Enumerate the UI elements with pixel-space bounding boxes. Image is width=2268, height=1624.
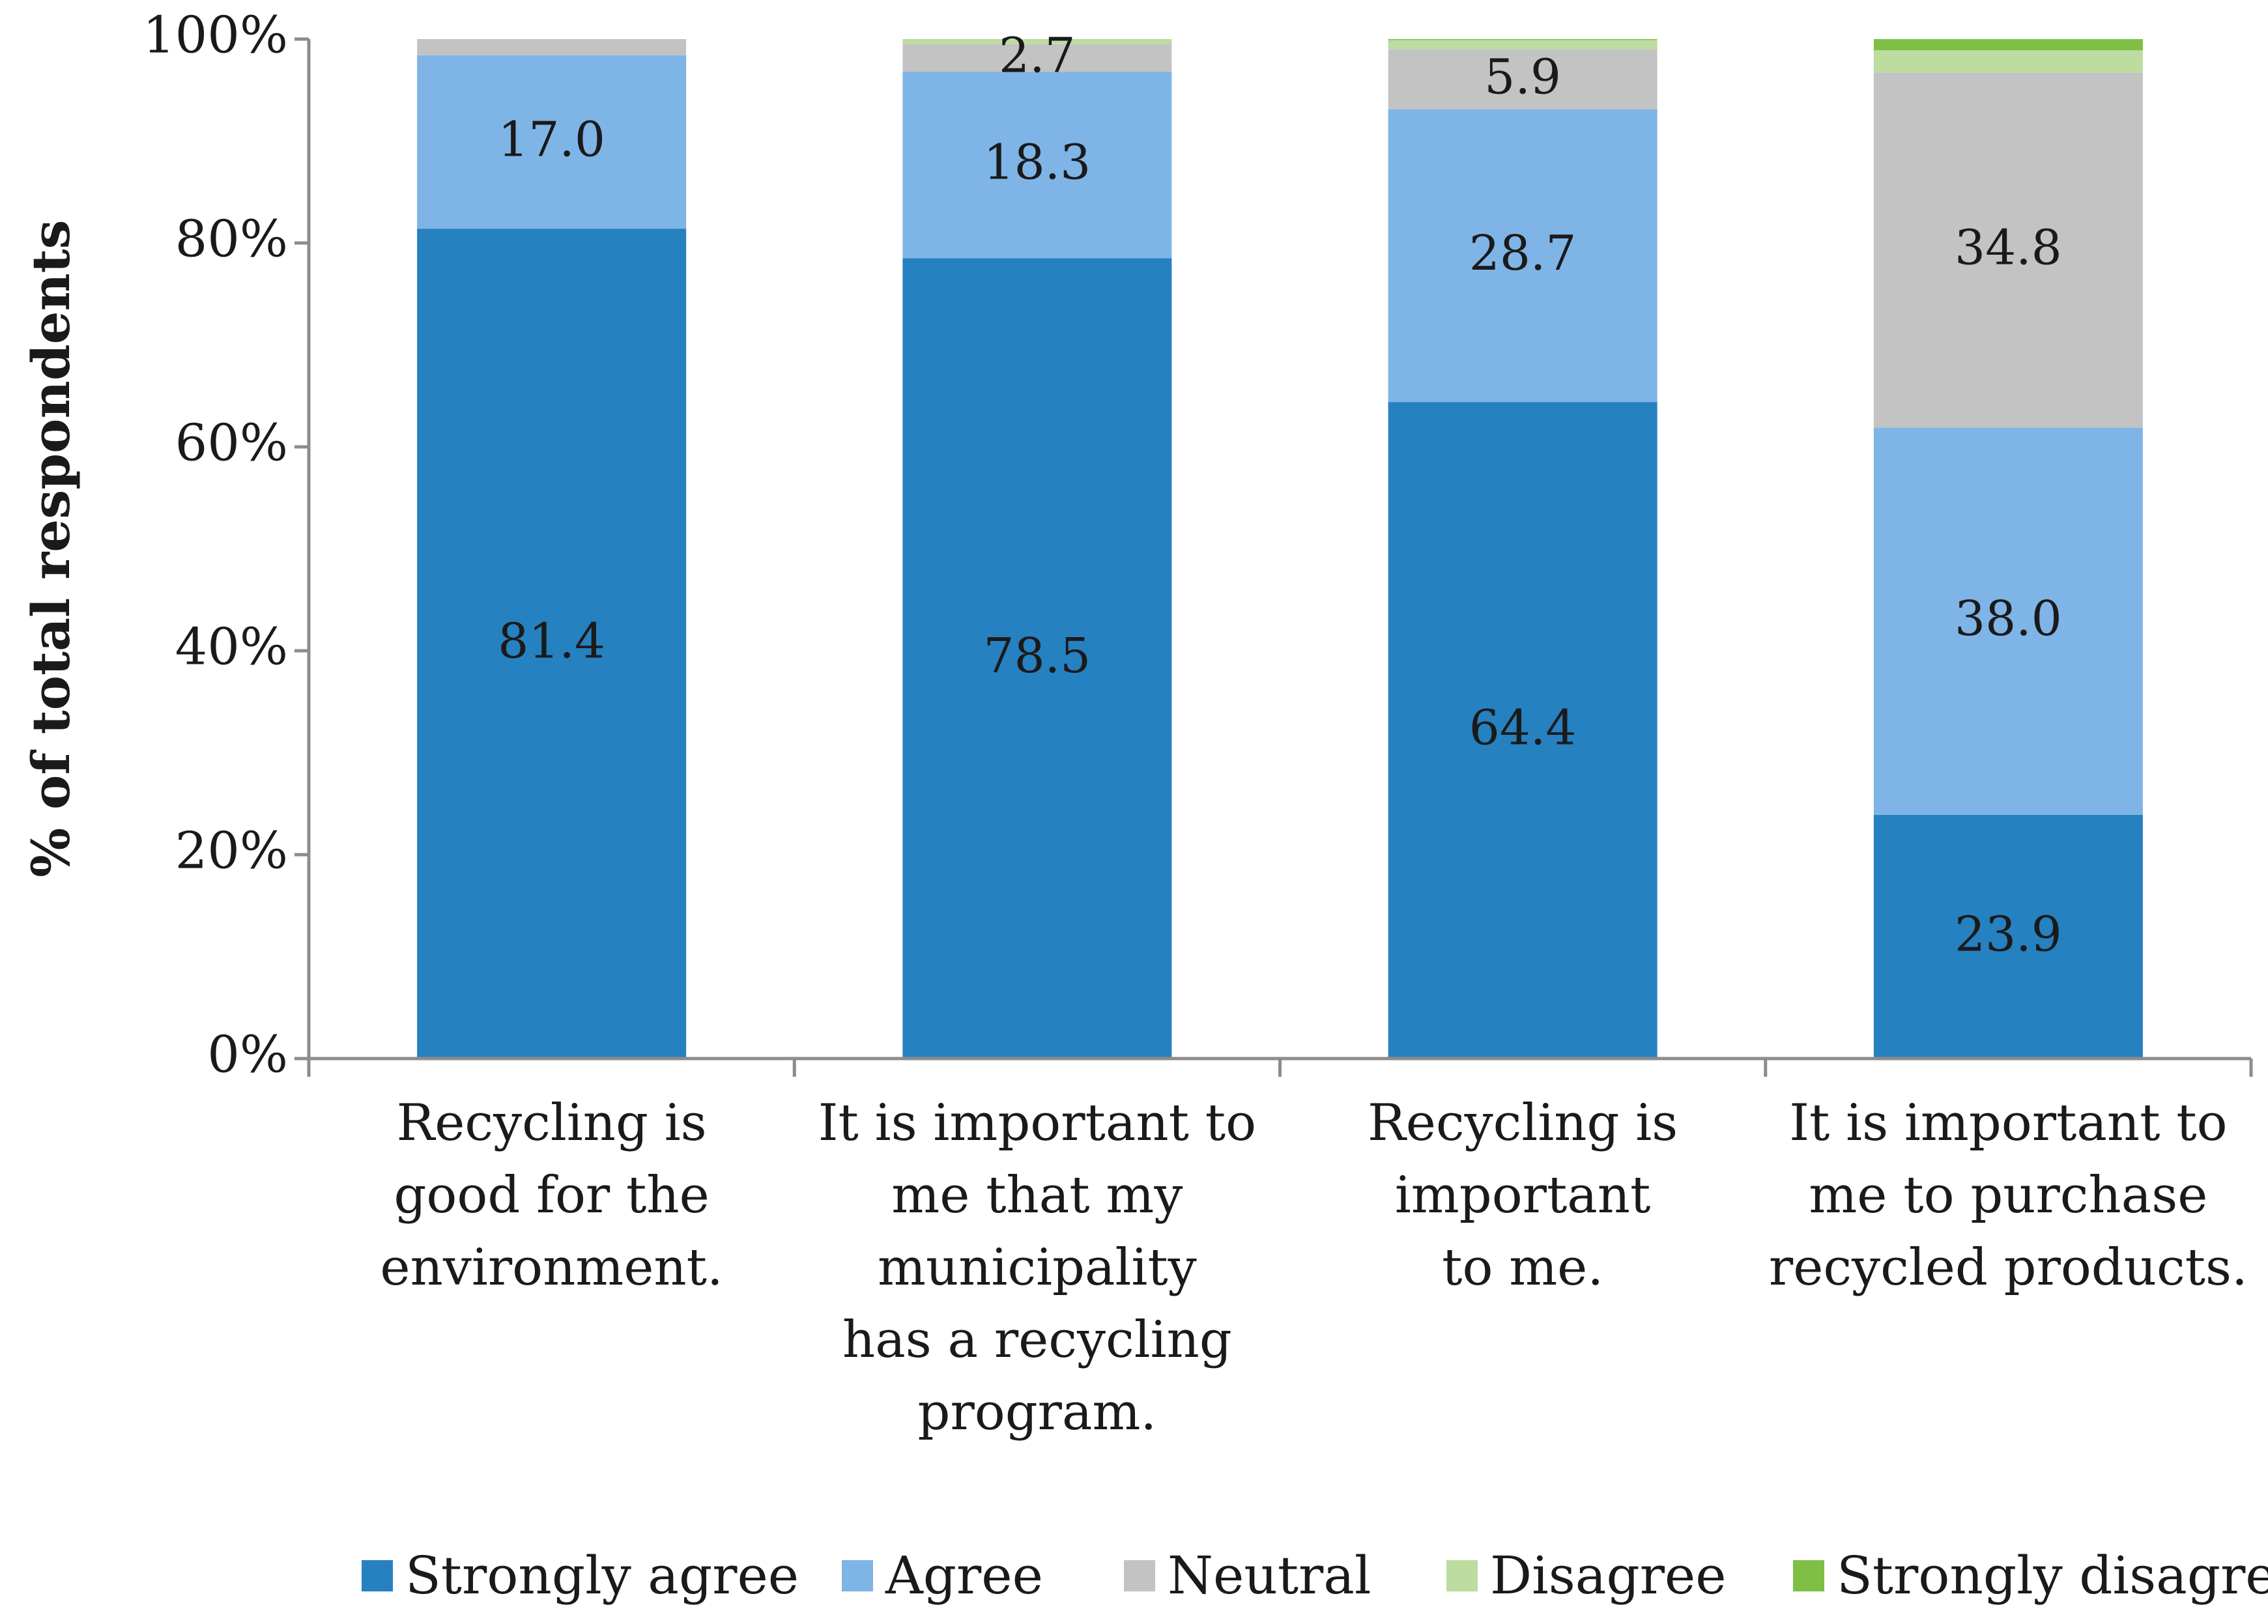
category-label-4-line-1: It is important to	[1789, 1094, 2227, 1152]
category-label-4-line-3: recycled products.	[1769, 1238, 2248, 1297]
category-label-1-line-1: Recycling is	[397, 1094, 707, 1152]
bar-strongly-disagree-3	[1388, 39, 1658, 40]
bar-strongly-agree-2	[902, 258, 1172, 1059]
y-tick-label-4: 80%	[175, 210, 288, 269]
category-label-2-line-1: It is important to	[818, 1094, 1256, 1152]
category-label-2: It is important to me that my municipality…	[818, 1094, 1256, 1442]
data-label-agree-1: 17.0	[498, 112, 605, 168]
y-tick-label-1: 20%	[175, 822, 288, 881]
bar-neutral-3	[1388, 49, 1658, 109]
y-tick-label-3: 60%	[175, 414, 288, 473]
data-label-strongly-agree-1: 81.4	[498, 613, 605, 669]
bar-disagree-4	[1873, 50, 2143, 73]
bar-agree-3	[1388, 109, 1658, 403]
bar-disagree-2	[902, 39, 1172, 44]
category-label-2-line-3: municipality	[878, 1238, 1197, 1297]
y-tick-label-5: 100%	[143, 7, 288, 65]
category-label-1-line-3: environment.	[380, 1238, 723, 1297]
y-tick-label-0: 0%	[207, 1026, 288, 1085]
category-label-1: Recycling is good for the environment.	[380, 1094, 723, 1297]
bar-strongly-agree-1	[417, 229, 687, 1059]
legend-swatch-disagree	[1446, 1560, 1478, 1591]
data-label-strongly-agree-3: 64.4	[1469, 700, 1577, 756]
y-axis-title: % of total respondents	[20, 220, 81, 877]
x-ticks-group	[307, 1059, 2253, 1077]
legend-label-strongly-disagree: Strongly disagree	[1837, 1545, 2268, 1606]
category-label-1-line-2: good for the	[394, 1166, 710, 1225]
category-label-2-line-5: program.	[918, 1383, 1157, 1442]
category-label-2-line-2: me that my	[891, 1166, 1183, 1225]
legend-swatch-agree	[842, 1560, 873, 1591]
legend-label-neutral: Neutral	[1168, 1545, 1371, 1606]
bar-agree-1	[417, 55, 687, 229]
category-labels-group: Recycling is good for the environment. It i…	[380, 1094, 2247, 1442]
legend-swatch-neutral	[1124, 1560, 1155, 1591]
data-label-neutral-3: 5.9	[1484, 49, 1561, 105]
legend-swatch-strongly-agree	[362, 1560, 393, 1591]
data-label-agree-3: 28.7	[1469, 225, 1577, 281]
bar-strongly-agree-4	[1873, 814, 2143, 1059]
legend-label-disagree: Disagree	[1490, 1545, 1727, 1606]
bar-disagree-3	[1388, 40, 1658, 50]
legend-label-strongly-agree: Strongly agree	[405, 1545, 799, 1606]
category-label-3-line-1: Recycling is	[1368, 1094, 1678, 1152]
bar-agree-2	[902, 72, 1172, 259]
category-label-2-line-4: has a recycling	[842, 1311, 1232, 1369]
bar-agree-4	[1873, 427, 2143, 815]
data-label-neutral-4: 34.8	[1955, 220, 2062, 276]
category-label-4-line-2: me to purchase	[1809, 1166, 2207, 1225]
data-label-strongly-agree-2: 78.5	[983, 628, 1091, 684]
legend-swatch-strongly-disagree	[1793, 1560, 1824, 1591]
category-label-3-line-3: to me.	[1442, 1238, 1603, 1297]
bar-neutral-4	[1873, 72, 2143, 428]
bar-strongly-agree-3	[1388, 402, 1658, 1059]
bar-strongly-disagree-4	[1873, 39, 2143, 51]
bar-neutral-1	[417, 39, 687, 56]
legend: Strongly agree Agree Neutral Disagree Strong…	[362, 1545, 2268, 1606]
bars-group	[417, 39, 2143, 1059]
data-label-agree-4: 38.0	[1955, 591, 2062, 647]
data-label-agree-2: 18.3	[983, 135, 1091, 191]
y-ticks-group: 0% 20% 40% 60% 80% 100%	[143, 7, 309, 1085]
data-label-neutral-2: 2.7	[999, 27, 1076, 83]
category-label-4: It is important to me to purchase recycled…	[1769, 1094, 2248, 1297]
y-tick-label-2: 40%	[175, 618, 288, 677]
category-label-3-line-2: important	[1395, 1166, 1651, 1225]
legend-label-agree: Agree	[885, 1545, 1043, 1606]
data-label-strongly-agree-4: 23.9	[1955, 906, 2062, 962]
data-labels-group: 81.4 17.0 78.5 18.3 2.7 64.4 28.7 5.9 23.9 38.0 34…	[498, 27, 2062, 962]
category-label-3: Recycling is important to me.	[1368, 1094, 1678, 1297]
bar-neutral-2	[902, 44, 1172, 72]
